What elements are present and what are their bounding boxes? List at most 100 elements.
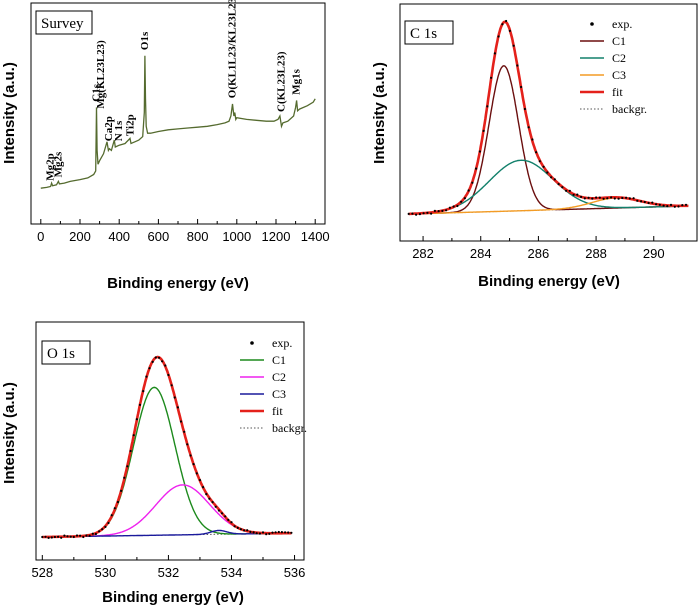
o1s-exp-point bbox=[151, 360, 154, 363]
o1s-exp-point bbox=[208, 497, 211, 500]
o1s-exp-point bbox=[261, 531, 265, 534]
survey-peak-label: Ti2p bbox=[124, 114, 136, 136]
o1s-exp-point bbox=[75, 534, 79, 537]
o1s-exp-point bbox=[243, 529, 246, 532]
o1s-exp-point bbox=[280, 531, 283, 534]
o1s-exp-point bbox=[98, 530, 101, 533]
c1s-exp-point bbox=[538, 160, 541, 163]
o1s-exp-point bbox=[47, 536, 50, 540]
c1s-exp-point bbox=[516, 64, 519, 67]
c1s-exp-point bbox=[493, 52, 496, 55]
o1s-legend-label: backgr. bbox=[272, 421, 307, 435]
c1s-exp-point bbox=[415, 213, 418, 216]
c1s-x-tick-label: 288 bbox=[585, 246, 607, 261]
o1s-exp-point bbox=[249, 530, 252, 534]
o1s-exp-point bbox=[79, 534, 82, 537]
o1s-exp-point bbox=[170, 384, 173, 387]
c1s-exp-point bbox=[647, 201, 650, 205]
o1s-exp-point bbox=[116, 500, 120, 504]
o1s-x-tick-label: 532 bbox=[158, 565, 180, 580]
c1s-exp-point bbox=[643, 200, 646, 204]
c1s-exp-point bbox=[677, 205, 680, 208]
o1s-exp-point bbox=[41, 535, 44, 539]
c1s-exp-point bbox=[456, 204, 459, 208]
survey-peak-label: C(KL23L23) bbox=[276, 51, 288, 112]
o1s-exp-point bbox=[227, 518, 230, 522]
c1s-exp-point bbox=[628, 197, 631, 200]
c1s-exp-point bbox=[433, 209, 436, 212]
c1s-legend-label: fit bbox=[612, 85, 623, 99]
o1s-exp-point bbox=[277, 530, 280, 534]
o1s-exp-point bbox=[230, 521, 233, 524]
c1s-exp-point bbox=[561, 186, 564, 189]
c1s-exp-point bbox=[610, 196, 613, 199]
c1s-y-axis-label: Intensity (a.u.) bbox=[371, 62, 388, 164]
o1s-exp-point bbox=[132, 434, 135, 437]
survey-plot-frame bbox=[30, 2, 326, 225]
survey-peak-label: Mg1s bbox=[291, 68, 303, 94]
o1s-legend-exp-marker bbox=[250, 341, 254, 345]
o1s-exp-point bbox=[60, 536, 63, 539]
c1s-legend-label: C2 bbox=[612, 51, 626, 65]
c1s-exp-point bbox=[557, 183, 560, 186]
c1s-exp-point bbox=[467, 189, 470, 192]
c1s-exp-point bbox=[553, 178, 556, 181]
o1s-exp-point bbox=[183, 430, 186, 433]
c1s-exp-point bbox=[606, 197, 609, 200]
o1s-exp-point bbox=[252, 531, 255, 534]
o1s-exp-point bbox=[236, 526, 239, 530]
o1s-exp-point bbox=[195, 472, 198, 475]
o1s-exp-point bbox=[186, 443, 189, 446]
survey-y-axis-label: Intensity (a.u.) bbox=[1, 62, 18, 164]
o1s-exp-point bbox=[120, 489, 123, 492]
c1s-exp-point bbox=[565, 189, 568, 192]
c1s-exp-point bbox=[430, 212, 433, 215]
o1s-legend-label: fit bbox=[272, 404, 283, 418]
survey-peak-label: Mg(KL23L23) bbox=[95, 40, 107, 109]
survey-peak-label: O(KL1L23/KL23L23) bbox=[227, 0, 239, 98]
c1s-legend-label: backgr. bbox=[612, 102, 647, 116]
c1s-x-tick-label: 290 bbox=[643, 246, 665, 261]
c1s-exp-point bbox=[669, 203, 673, 206]
o1s-exp-point bbox=[85, 534, 88, 537]
o1s-exp-point bbox=[135, 418, 138, 421]
c1s-exp-point bbox=[441, 209, 444, 212]
survey-x-axis-label: Binding energy (eV) bbox=[107, 275, 249, 292]
o1s-legend-label: C2 bbox=[272, 370, 286, 384]
o1s-exp-point bbox=[233, 525, 236, 528]
c1s-exp-point bbox=[681, 204, 684, 207]
c1s-exp-point bbox=[482, 129, 485, 132]
o1s-exp-point bbox=[284, 531, 287, 534]
c1s-exp-point bbox=[463, 197, 466, 200]
o1s-exp-point bbox=[57, 535, 60, 538]
c1s-exp-point bbox=[602, 197, 605, 200]
c1s-exp-point bbox=[640, 200, 643, 203]
survey-title: Survey bbox=[41, 16, 84, 32]
o1s-exp-point bbox=[274, 531, 277, 534]
o1s-exp-point bbox=[63, 534, 66, 537]
o1s-exp-point bbox=[265, 533, 268, 536]
c1s-exp-point bbox=[591, 197, 594, 200]
c1s-exp-point bbox=[527, 126, 530, 129]
o1s-exp-point bbox=[66, 535, 69, 538]
c1s-x-tick-label: 286 bbox=[528, 246, 550, 261]
o1s-plot-frame bbox=[35, 321, 305, 561]
c1s-x-axis-label: Binding energy (eV) bbox=[478, 273, 620, 290]
o1s-exp-point bbox=[138, 403, 142, 406]
o1s-exp-point bbox=[44, 535, 47, 538]
o1s-exp-point bbox=[258, 532, 261, 535]
c1s-exp-point bbox=[445, 209, 448, 212]
o1s-exp-point bbox=[192, 463, 195, 466]
c1s-exp-point bbox=[572, 193, 575, 196]
o1s-exp-point bbox=[255, 532, 258, 535]
o1s-exp-point bbox=[88, 534, 91, 537]
o1s-exp-point bbox=[202, 486, 205, 489]
survey-peak-label: Mg2p bbox=[45, 153, 57, 181]
o1s-y-axis-label: Intensity (a.u.) bbox=[1, 382, 18, 484]
o1s-legend-label: C1 bbox=[272, 353, 286, 367]
c1s-exp-point bbox=[422, 212, 425, 215]
survey-peak-label: Ca2p bbox=[103, 116, 115, 141]
survey-x-tick-label: 0 bbox=[37, 229, 44, 244]
o1s-exp-point bbox=[211, 501, 214, 504]
